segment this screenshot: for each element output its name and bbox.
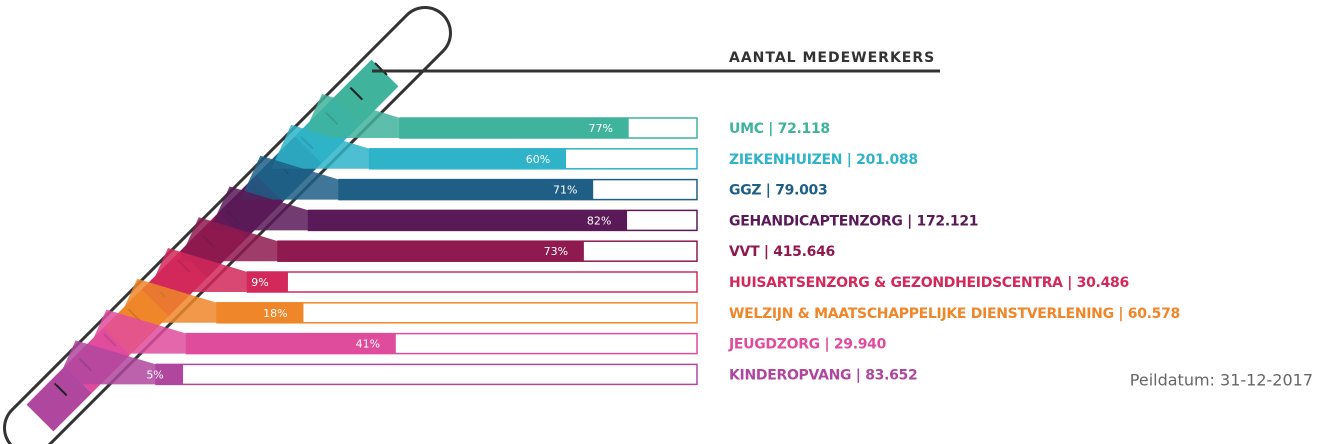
value-label: 9% xyxy=(251,276,268,289)
thermometer-stripe xyxy=(40,380,78,418)
bar xyxy=(278,241,584,261)
category-label: KINDEROPVANG | 83.652 xyxy=(729,367,917,383)
category-label: VVT | 415.646 xyxy=(729,244,835,260)
category-label: UMC | 72.118 xyxy=(729,121,830,137)
bar-track xyxy=(248,272,698,292)
value-label: 77% xyxy=(588,122,612,135)
value-label: 18% xyxy=(263,307,287,320)
bar-track xyxy=(156,364,697,384)
category-label: GGZ | 79.003 xyxy=(729,183,827,199)
bar xyxy=(309,210,628,230)
value-label: 82% xyxy=(587,214,611,227)
page: AANTAL MEDEWERKERS Peildatum: 31-12-2017… xyxy=(0,0,1330,444)
bar xyxy=(217,303,303,323)
chart: AANTAL MEDEWERKERS Peildatum: 31-12-2017… xyxy=(0,0,1330,444)
value-label: 41% xyxy=(356,338,380,351)
chart-title: AANTAL MEDEWERKERS xyxy=(729,50,935,66)
category-label: GEHANDICAPTENZORG | 172.121 xyxy=(729,213,978,229)
category-label: ZIEKENHUIZEN | 201.088 xyxy=(729,152,918,168)
value-label: 71% xyxy=(553,184,577,197)
annotation: Peildatum: 31-12-2017 xyxy=(1130,371,1313,390)
value-label: 5% xyxy=(146,368,163,381)
category-label: JEUGDZORG | 29.940 xyxy=(728,337,887,353)
category-label: HUISARTSENZORG & GEZONDHEIDSCENTRA | 30.… xyxy=(729,275,1129,291)
category-label: WELZIJN & MAATSCHAPPELIJKE DIENSTVERLENI… xyxy=(729,306,1180,322)
value-label: 73% xyxy=(544,245,568,258)
value-label: 60% xyxy=(526,153,550,166)
